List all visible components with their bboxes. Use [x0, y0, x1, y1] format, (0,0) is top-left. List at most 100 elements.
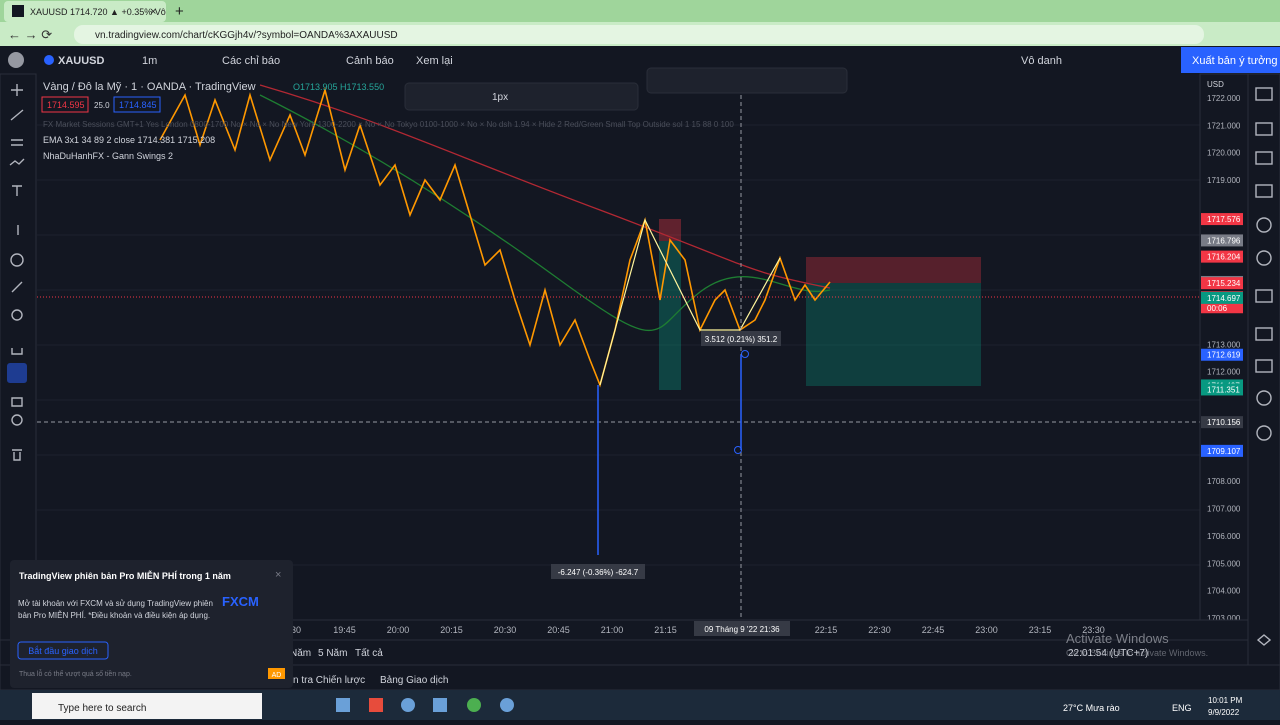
symbol[interactable]: XAUUSD [58, 55, 105, 67]
new-tab[interactable]: + [175, 3, 184, 20]
chart-pane[interactable] [37, 74, 1200, 620]
active-tool[interactable] [7, 363, 27, 383]
price-tick: 1712.000 [1207, 368, 1241, 377]
time-tick: 22:45 [922, 625, 945, 635]
url: vn.tradingview.com/chart/cKGGjh4v/?symbo… [95, 30, 398, 41]
line-width[interactable]: 1px [492, 92, 508, 103]
price-tick: 1720.000 [1207, 149, 1241, 158]
replay[interactable]: Xem lại [416, 55, 453, 67]
popup-footer: Thua lỗ có thể vượt quá số tiền nạp. [19, 669, 132, 678]
measure-label: 3.512 (0.21%) 351.2 [705, 335, 778, 344]
tab-close[interactable]: × [150, 6, 156, 18]
ad-label: AD [272, 672, 282, 679]
range[interactable]: Năm [290, 648, 311, 659]
tab-title: XAUUSD 1714.720 ▲ +0.35% Vô [30, 7, 166, 17]
price-tick: 1707.000 [1207, 505, 1241, 514]
tab[interactable] [4, 1, 166, 22]
bid: 1714.595 [47, 100, 85, 110]
indicator-legend: NhaDuHanhFX - Gann Swings 2 [43, 151, 173, 161]
range[interactable]: Tất cả [355, 647, 383, 659]
tab-bar [0, 0, 1280, 22]
time-tick: 20:15 [440, 625, 463, 635]
time-tick: 21:15 [654, 625, 677, 635]
time-tick: 22:15 [815, 625, 838, 635]
position-target[interactable] [806, 283, 981, 386]
price-tag [1201, 444, 1243, 457]
legend-ohlc: O1713.905 H1713.550 [293, 82, 384, 92]
price-tag [1201, 213, 1243, 226]
panel-tab[interactable]: Bảng Giao dịch [380, 675, 448, 686]
measure-label: -6.247 (-0.36%) -624.7 [558, 568, 639, 577]
price-tag-label: 1715.234 [1207, 279, 1241, 288]
time-tick: 20:00 [387, 625, 410, 635]
range[interactable]: 5 Năm [318, 648, 347, 659]
price-tick: 1708.000 [1207, 477, 1241, 486]
time-cursor-box [694, 621, 790, 636]
legend-title: Vàng / Đô la Mỹ · 1 · OANDA · TradingVie… [43, 81, 256, 93]
sidebar-icons[interactable] [1255, 87, 1273, 646]
price-tag [1201, 234, 1243, 247]
price-tick: 1721.000 [1207, 121, 1241, 130]
price-tick: 1705.000 [1207, 559, 1241, 568]
time-tick: 23:15 [1029, 625, 1052, 635]
time-tick: 19:45 [333, 625, 356, 635]
time-tick: 30 [291, 625, 301, 635]
price-tick: 1704.000 [1207, 587, 1241, 596]
publish-button[interactable] [1181, 47, 1280, 73]
time-cursor: 09 Tháng 9 '22 21:36 [704, 625, 780, 634]
handle[interactable] [734, 446, 742, 454]
price-tag [1201, 250, 1243, 263]
layout-name[interactable]: Vô danh [1021, 55, 1062, 67]
favorite-tools[interactable] [646, 67, 848, 94]
indicators[interactable]: Các chỉ báo [222, 55, 280, 67]
ask: 1714.845 [119, 100, 157, 110]
search-label: Type here to search [58, 703, 146, 714]
nav-buttons[interactable]: ← → ⟳ [8, 27, 52, 42]
price-tick: 1713.000 [1207, 340, 1241, 349]
url-field[interactable] [74, 25, 1204, 44]
symbol-icon [44, 55, 54, 65]
price-tag [1201, 383, 1243, 396]
position-stop[interactable] [659, 219, 681, 241]
ask-box[interactable] [113, 96, 161, 113]
watermark-sub: Go to Settings to activate Windows. [1066, 648, 1208, 658]
popup-button[interactable] [17, 641, 109, 660]
price-axis [1199, 73, 1249, 621]
position-stop[interactable] [806, 257, 981, 283]
publish-label: Xuất bản ý tưởng [1192, 55, 1278, 67]
avatar[interactable] [8, 52, 24, 68]
drawing-toolbar[interactable] [404, 82, 639, 111]
popup-button-label: Bắt đầu giao dịch [28, 646, 98, 656]
price-tag [1201, 416, 1243, 429]
indicator-legend: FX Market Sessions GMT+1 Yes London 0800… [43, 120, 734, 129]
price-tick: 1706.000 [1207, 532, 1241, 541]
handle[interactable] [741, 350, 749, 358]
price-tag-label: 1716.796 [1207, 236, 1241, 245]
taskbar-apps[interactable] [336, 698, 514, 712]
price-tag-label: 1714.697 [1207, 294, 1241, 303]
price-tag-label: 1709.107 [1207, 447, 1241, 456]
search-box[interactable] [32, 693, 262, 719]
alert[interactable]: Cảnh báo [346, 55, 394, 67]
popup-body: Mở tài khoản với FXCM và sử dụng Trading… [18, 599, 213, 620]
price-tag-label: 1717.576 [1207, 215, 1241, 224]
time-tick: 20:30 [494, 625, 517, 635]
countdown-box [1201, 303, 1243, 314]
price-tag [1201, 277, 1243, 290]
price-tag-label: 1716.204 [1207, 253, 1241, 262]
ema-slow [259, 84, 831, 289]
popup-close[interactable]: × [275, 569, 281, 581]
time-tick: 23:00 [975, 625, 998, 635]
price-tick: 1719.000 [1207, 176, 1241, 185]
drawing-tools[interactable] [9, 84, 25, 461]
interval[interactable]: 1m [142, 55, 157, 67]
favicon [12, 5, 24, 17]
clock: 22:01:54 (UTC+7) [1068, 648, 1148, 659]
panel-tab[interactable]: n tra Chiến lược [293, 674, 365, 686]
price-tag [1201, 348, 1243, 361]
time-tick: 21:00 [601, 625, 624, 635]
price-labels: 1722.000 1721.000 1720.000 1719.000 1708.000… [1201, 94, 1243, 623]
bid-box[interactable] [41, 96, 89, 113]
position-target[interactable] [659, 241, 681, 390]
